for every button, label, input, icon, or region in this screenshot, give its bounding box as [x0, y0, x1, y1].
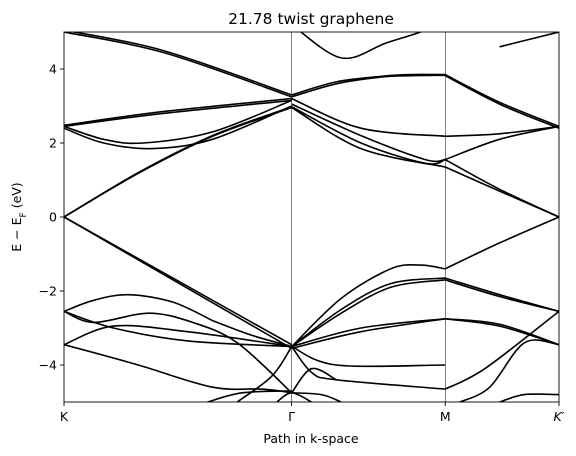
x-tick-label: M: [440, 409, 451, 424]
band-line-5: [64, 32, 292, 97]
x-tick-label: K′: [553, 409, 564, 424]
y-tick-label: 2: [49, 136, 57, 151]
y-tick-label: −4: [39, 358, 57, 373]
band-line-43: [445, 278, 559, 311]
band-line-11: [213, 321, 292, 347]
y-tick-label: −2: [39, 284, 57, 299]
band-line-35: [445, 75, 559, 127]
band-line-49: [500, 394, 559, 402]
band-line-42: [445, 217, 559, 269]
band-line-25: [292, 265, 446, 347]
x-tick-label: K: [60, 409, 69, 424]
band-line-40: [445, 160, 559, 217]
x-axis-label: Path in k-space: [263, 431, 359, 446]
band-line-33: [292, 393, 342, 402]
band-line-15: [64, 345, 292, 393]
band-line-31: [292, 347, 446, 367]
band-line-34: [277, 393, 312, 402]
band-line-38: [445, 126, 559, 159]
band-line-2: [64, 107, 292, 217]
y-tick-label: 0: [49, 210, 57, 225]
band-line-26: [292, 278, 446, 346]
band-line-19: [292, 75, 446, 97]
x-tick-label: Γ: [288, 409, 295, 424]
band-line-18: [292, 74, 446, 94]
band-line-1: [64, 217, 292, 348]
y-tick-label: 4: [49, 62, 57, 77]
chart-title: 21.78 twist graphene: [228, 10, 394, 28]
band-line-47: [445, 311, 559, 389]
plot-frame: [64, 32, 559, 402]
band-line-20: [292, 99, 446, 137]
band-line-3: [64, 108, 292, 218]
band-line-37: [445, 126, 559, 136]
band-line-21: [292, 104, 446, 161]
band-line-7: [64, 100, 292, 126]
band-line-41: [500, 32, 559, 47]
band-line-27: [292, 280, 446, 347]
band-line-10: [64, 295, 213, 321]
band-line-32: [292, 368, 337, 392]
band-line-17: [237, 347, 291, 403]
y-axis-label: E − EF (eV): [9, 182, 29, 251]
